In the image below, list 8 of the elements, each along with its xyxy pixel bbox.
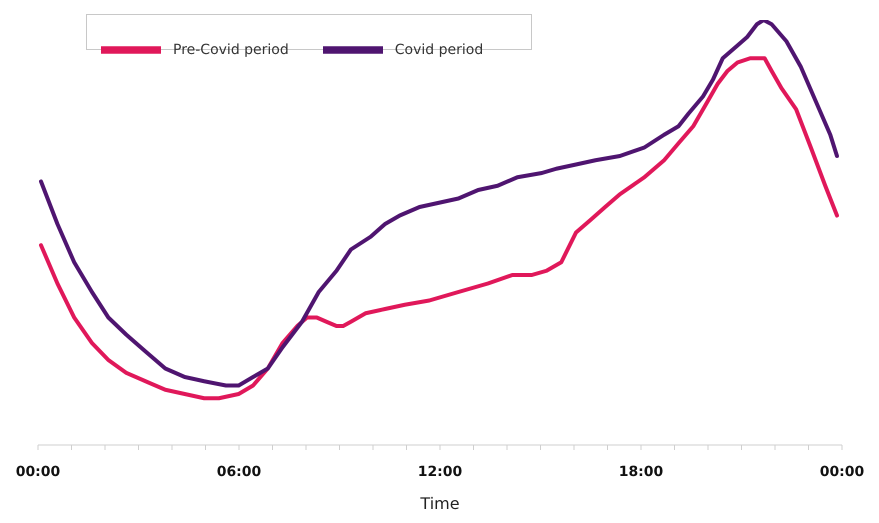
- x-tick-label: 12:00: [418, 464, 463, 480]
- x-tick-label: 06:00: [216, 464, 262, 480]
- x-tick-label: 00:00: [820, 464, 865, 480]
- x-axis-title: Time: [419, 494, 460, 513]
- x-tick-label: 18:00: [618, 464, 664, 480]
- legend-label: Covid period: [394, 42, 484, 58]
- x-tick-label: 00:00: [16, 464, 61, 480]
- legend-label: Pre-Covid period: [173, 42, 289, 58]
